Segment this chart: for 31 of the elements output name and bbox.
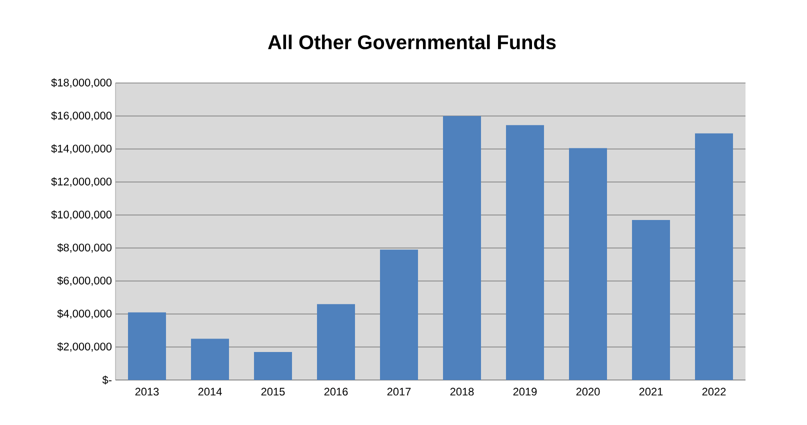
y-tick-label: $2,000,000	[57, 342, 112, 352]
y-tick-label: $6,000,000	[57, 276, 112, 286]
x-tick-label: 2018	[450, 388, 474, 396]
x-tick-label: 2020	[576, 388, 600, 396]
bar	[254, 352, 292, 380]
y-tick-label: $16,000,000	[51, 111, 112, 121]
y-tick-label: $18,000,000	[51, 78, 112, 88]
x-tick-label: 2022	[702, 388, 726, 396]
bar	[380, 250, 418, 380]
bar	[443, 116, 481, 380]
x-tick-label: 2017	[387, 388, 411, 396]
y-tick-label: $12,000,000	[51, 177, 112, 187]
bar	[569, 148, 607, 380]
x-tick-label: 2015	[261, 388, 285, 396]
chart-title: All Other Governmental Funds	[268, 34, 556, 50]
bar	[506, 125, 544, 380]
x-tick-label: 2013	[135, 388, 159, 396]
bar	[128, 312, 166, 380]
bar	[632, 220, 670, 380]
y-tick-label: $10,000,000	[51, 210, 112, 220]
y-tick-label: $4,000,000	[57, 309, 112, 319]
x-tick-label: 2016	[324, 388, 348, 396]
bar	[695, 133, 733, 380]
y-tick-label: $8,000,000	[57, 243, 112, 253]
y-tick-label: $-	[102, 376, 112, 384]
x-tick-label: 2014	[198, 388, 222, 396]
bar	[191, 338, 229, 380]
x-tick-label: 2021	[639, 388, 663, 396]
x-tick-label: 2019	[513, 388, 537, 396]
y-tick-label: $14,000,000	[51, 144, 112, 154]
bar	[317, 304, 355, 380]
